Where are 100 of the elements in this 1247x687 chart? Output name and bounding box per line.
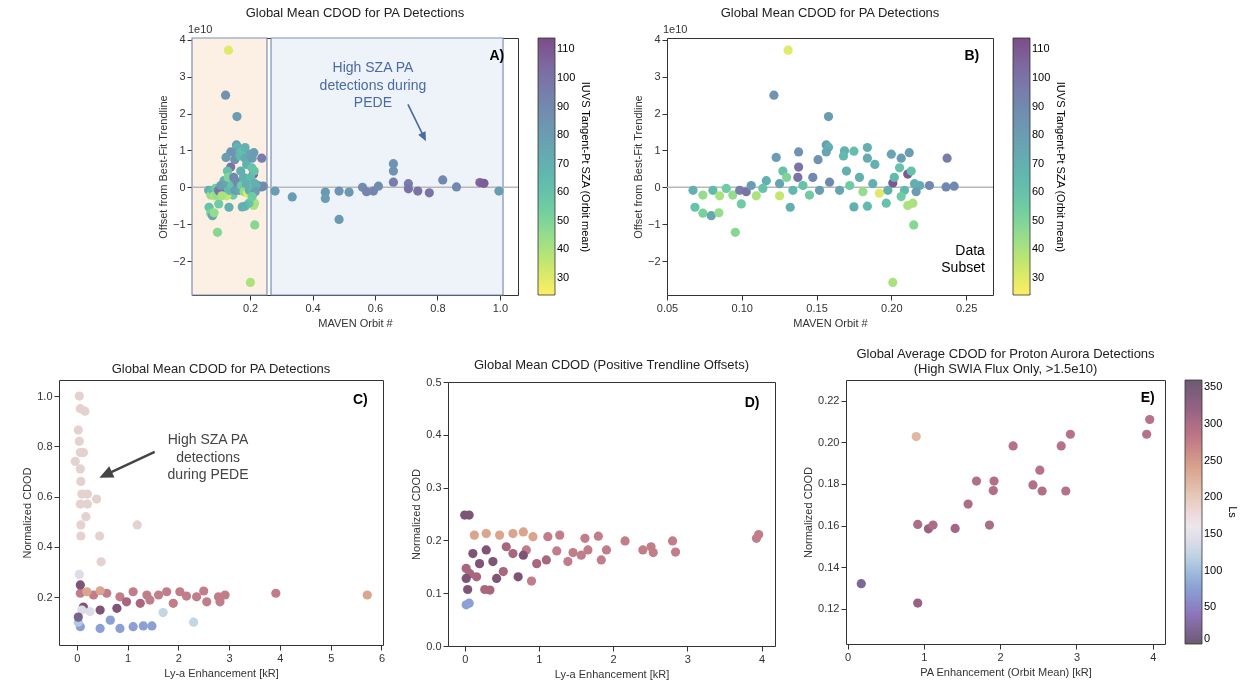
x-tick-label: 3 (1073, 650, 1081, 663)
point (526, 576, 537, 586)
color-bar-label: 150 (1204, 527, 1223, 539)
color-bar-label: 80 (557, 128, 570, 141)
point (988, 485, 998, 496)
point (620, 536, 630, 546)
y-tick-label: 0.22 (818, 394, 840, 407)
point (601, 545, 612, 555)
point (481, 528, 491, 539)
x-tick-label: 4 (759, 652, 766, 665)
point (670, 547, 681, 557)
color-bar-title: IUVS Tangent-Pt SZA (Orbit mean) (1055, 81, 1067, 253)
x-tick-label: 0 (844, 650, 852, 663)
y-axis-title: Normalized CDOD (802, 466, 815, 559)
x-axis-title: PA Enhancement (Orbit Mean) [kR] (920, 665, 1092, 678)
x-tick-label: 0.10 (731, 301, 753, 314)
point (913, 519, 923, 530)
y-tick-label: 0 (654, 180, 661, 193)
annotation: High SZA PA detections during PEDE (319, 59, 427, 111)
point (989, 476, 999, 486)
x-tick-label: 0.20 (881, 301, 903, 314)
y-tick-label: 3 (179, 70, 186, 83)
chart-subtitle: (High SWIA Flux Only, >1.5e10) (913, 361, 1098, 376)
color-bar-label: 60 (1032, 185, 1045, 198)
annotation: E) (1140, 389, 1155, 406)
point (1056, 441, 1066, 451)
color-bar-label: 50 (557, 213, 570, 226)
point (501, 542, 511, 552)
y-tick-label: 3 (654, 70, 661, 83)
point (492, 573, 502, 584)
x-tick-label: 0 (74, 651, 81, 664)
y-axis-title: Offset from Best-Fit Trendline (631, 95, 644, 239)
y-axis-title: Normalized CDOD (21, 467, 34, 559)
x-tick-label: 1 (536, 652, 543, 665)
y-tick-label: 0.8 (37, 439, 53, 452)
color-bar-label: 200 (1204, 490, 1223, 503)
color-bar-label: 90 (1032, 99, 1045, 112)
point (667, 536, 678, 546)
point (1028, 480, 1038, 490)
annotation: Data Subset (941, 241, 986, 276)
point (1065, 429, 1075, 439)
y-tick-label: 4 (179, 33, 186, 46)
point (638, 545, 648, 555)
color-bar-label: 100 (1032, 70, 1051, 83)
x-tick-label: 4 (1150, 650, 1157, 663)
color-bar-label: 30 (557, 270, 570, 283)
point (513, 572, 523, 582)
x-tick-label: 1 (921, 650, 928, 663)
y-axis-title: Normalized CDOD (410, 468, 423, 561)
y-tick-label: 0.20 (818, 435, 840, 448)
point (583, 545, 593, 555)
y-tick-label: 4 (654, 33, 661, 46)
point (984, 520, 995, 530)
x-tick-label: 0 (462, 652, 469, 665)
point (950, 523, 960, 534)
x-tick-label: 5 (328, 651, 335, 664)
y-tick-label: 0.3 (426, 481, 442, 494)
color-bar-label: 300 (1204, 417, 1223, 429)
point (568, 547, 578, 558)
point (468, 549, 478, 559)
x-tick-label: 3 (684, 652, 691, 665)
y-tick-label: 0.5 (426, 375, 442, 388)
point (469, 530, 479, 540)
annotation: High SZA PA detections during PEDE (167, 431, 250, 482)
point (911, 431, 921, 442)
y-tick-label: 0.16 (818, 519, 840, 532)
y-tick-label: −2 (647, 254, 661, 267)
y-tick-label: −2 (172, 254, 186, 267)
chart-title: Global Average CDOD for Proton Aurora Detections (856, 346, 1156, 361)
color-bar-label: 350 (1204, 380, 1223, 393)
point (1061, 486, 1071, 496)
point (518, 550, 528, 560)
y-tick-label: 0.18 (818, 477, 840, 490)
text: 1e10 (663, 23, 688, 35)
point (596, 555, 606, 565)
point (528, 532, 538, 542)
point (1008, 441, 1018, 451)
y-tick-label: 2 (654, 107, 661, 120)
point (508, 549, 518, 559)
point (488, 556, 498, 567)
y-tick-label: 0.2 (37, 590, 53, 603)
point (1145, 414, 1155, 425)
x-tick-label: 0.4 (305, 301, 321, 314)
point (532, 559, 542, 569)
y-tick-label: 0.12 (818, 602, 840, 615)
chart-title: Global Mean CDOD for PA Detections (720, 5, 940, 20)
y-tick-label: 1 (654, 143, 661, 156)
annotation: C) (352, 390, 368, 407)
point (648, 547, 658, 558)
point (963, 499, 973, 509)
chart-title: Global Mean CDOD (Positive Trendline Offsets) (473, 357, 750, 372)
color-bar-label: 110 (1032, 42, 1050, 55)
point (481, 545, 491, 555)
x-tick-label: 0.05 (656, 301, 679, 314)
color-bar-label: 40 (1032, 242, 1045, 255)
point (518, 527, 528, 537)
point (1142, 429, 1152, 439)
color-bar-label: 70 (1032, 156, 1045, 169)
text: 1e10 (188, 23, 213, 35)
color-bar-label: 250 (1204, 453, 1223, 466)
